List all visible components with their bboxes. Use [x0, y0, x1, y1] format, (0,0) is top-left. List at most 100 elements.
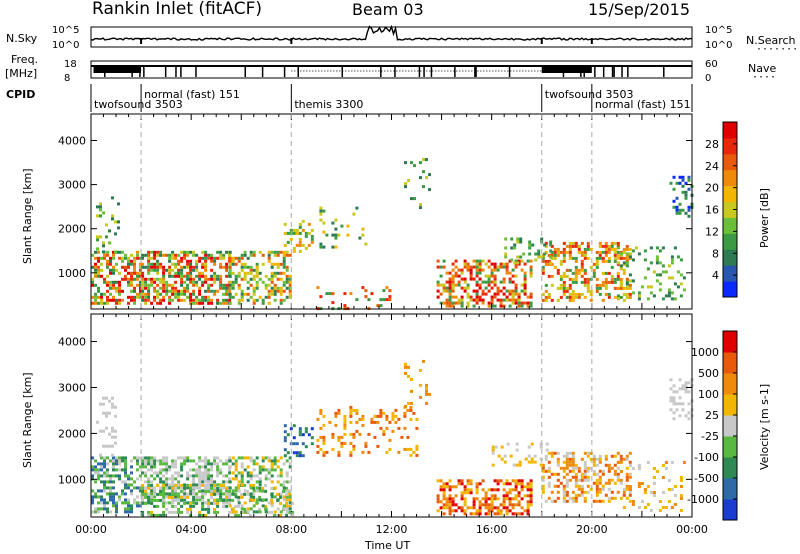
scatter-cell: [114, 435, 117, 439]
scatter-cell: [159, 513, 163, 517]
scatter-cell: [568, 478, 572, 482]
scatter-cell: [562, 271, 566, 275]
scatter-cell: [460, 298, 464, 302]
scatter-cell: [165, 456, 169, 460]
scatter-cell: [276, 459, 280, 463]
scatter-cell: [261, 486, 265, 490]
scatter-cell: [141, 277, 145, 281]
scatter-cell: [553, 256, 557, 260]
scatter-cell: [159, 492, 163, 496]
scatter-cell: [139, 286, 142, 290]
scatter-cell: [529, 503, 533, 507]
scatter-cell: [207, 283, 211, 287]
scatter-cell: [655, 246, 659, 250]
scatter-cell: [637, 252, 641, 256]
scatter-cell: [568, 451, 572, 455]
scatter-cell: [637, 297, 641, 301]
scatter-cell: [183, 253, 187, 257]
cpid-label: CPID: [6, 88, 35, 101]
scatter-cell: [319, 435, 323, 439]
scatter-cell: [180, 495, 184, 499]
scatter-cell: [397, 450, 401, 454]
scatter-cell: [527, 445, 531, 449]
scatter-cell: [613, 247, 617, 251]
scatter-cell: [159, 459, 163, 463]
scatter-cell: [361, 417, 365, 421]
scatter-cell: [124, 486, 127, 490]
scatter-cell: [478, 277, 482, 281]
scatter-cell: [213, 459, 217, 463]
scatter-cell: [124, 471, 127, 475]
scatter-cell: [425, 386, 428, 390]
scatter-cell: [460, 497, 464, 501]
scatter-cell: [451, 304, 455, 308]
scatter-cell: [508, 503, 512, 507]
scatter-cell: [195, 298, 199, 302]
scatter-cell: [530, 442, 534, 446]
scatter-cell: [519, 237, 523, 241]
scatter-cell: [264, 456, 268, 460]
scatter-cell: [403, 414, 407, 418]
scatter-cell: [237, 298, 241, 302]
scatter-cell: [491, 445, 495, 449]
scatter-cell: [298, 240, 302, 244]
scatter-cell: [198, 277, 202, 281]
scatter-cell: [496, 286, 500, 290]
scatter-cell: [180, 483, 184, 487]
scatter-cell: [183, 498, 187, 502]
scatter-cell: [541, 469, 545, 473]
scatter-cell: [646, 485, 650, 488]
scatter-cell: [264, 489, 268, 493]
power-colorbar-tick-label: 24: [705, 160, 719, 173]
scatter-cell: [616, 241, 620, 245]
scatter-cell: [115, 462, 118, 466]
scatter-cell: [295, 442, 299, 446]
scatter-cell: [216, 471, 220, 475]
scatter-cell: [171, 462, 175, 466]
scatter-cell: [541, 259, 545, 263]
scatter-cell: [207, 471, 211, 475]
scatter-cell: [448, 271, 452, 275]
scatter-cell: [403, 447, 407, 451]
scatter-cell: [649, 261, 653, 265]
scatter-cell: [684, 196, 688, 200]
scatter-cell: [678, 414, 682, 418]
scatter-cell: [667, 264, 671, 268]
scatter-cell: [150, 492, 154, 496]
scatter-cell: [270, 504, 274, 508]
scatter-cell: [255, 486, 259, 490]
scatter-cell: [183, 298, 187, 302]
scatter-cell: [493, 277, 497, 281]
scatter-cell: [168, 271, 172, 275]
scatter-cell: [171, 474, 175, 478]
scatter-cell: [234, 462, 238, 466]
scatter-cell: [364, 444, 368, 448]
scatter-cell: [186, 286, 190, 290]
scatter-cell: [682, 288, 686, 292]
scatter-cell: [478, 262, 482, 266]
scatter-cell: [379, 426, 383, 430]
scatter-cell: [255, 456, 259, 460]
scatter-cell: [267, 295, 271, 299]
beam-title: Beam 03: [352, 0, 424, 19]
scatter-cell: [97, 510, 100, 514]
scatter-cell: [658, 261, 662, 265]
scatter-cell: [460, 295, 464, 299]
scatter-cell: [493, 283, 497, 287]
scatter-cell: [156, 513, 160, 517]
scatter-cell: [669, 396, 673, 400]
scatter-cell: [237, 271, 241, 275]
scatter-cell: [282, 495, 286, 499]
scatter-cell: [216, 274, 220, 278]
scatter-cell: [276, 271, 280, 275]
scatter-cell: [270, 280, 274, 284]
scatter-cell: [186, 283, 190, 287]
scatter-cell: [279, 456, 283, 460]
scatter-cell: [124, 256, 127, 260]
scatter-cell: [598, 478, 602, 482]
scatter-cell: [222, 265, 226, 269]
scatter-cell: [127, 283, 130, 287]
scatter-cell: [580, 274, 584, 278]
scatter-cell: [168, 492, 172, 496]
scatter-cell: [661, 246, 665, 250]
